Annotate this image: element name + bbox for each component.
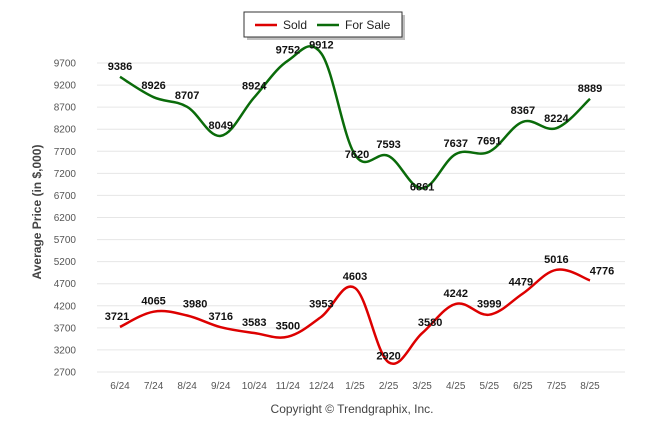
series-line-sold: [119, 268, 591, 366]
y-tick-label: 5700: [54, 235, 77, 246]
x-tick-label: 8/24: [177, 381, 197, 392]
y-tick-label: 2700: [54, 368, 77, 379]
data-label-sold: 4603: [343, 271, 367, 283]
x-tick-label: 1/25: [345, 381, 365, 392]
y-axis: 2700 3200 3700 4200 4700 5200 5700 6200 6700 7200…: [54, 59, 77, 379]
data-label-sold: 3500: [276, 321, 300, 333]
x-tick-label: 7/25: [547, 381, 567, 392]
data-label-sold: 4242: [443, 288, 467, 300]
x-tick-label: 2/25: [379, 381, 399, 392]
data-label-for-sale: 7593: [376, 139, 400, 151]
data-label-sold: 3999: [477, 299, 501, 311]
data-label-sold: 4065: [141, 296, 165, 308]
y-tick-label: 4700: [54, 279, 77, 290]
x-tick-label: 8/25: [580, 381, 600, 392]
data-label-sold: 4479: [509, 276, 533, 288]
data-label-for-sale: 8367: [511, 105, 535, 117]
series-lines: [119, 45, 591, 366]
x-tick-label: 3/25: [412, 381, 432, 392]
data-label-sold: 3580: [418, 317, 442, 329]
legend-item-for-sale[interactable]: For Sale: [317, 18, 391, 32]
data-label-for-sale: 8924: [242, 80, 267, 92]
y-tick-label: 4200: [54, 301, 77, 312]
y-tick-label: 6700: [54, 191, 77, 202]
legend-item-sold[interactable]: Sold: [255, 18, 307, 32]
y-tick-label: 7700: [54, 147, 77, 158]
legend-label-for-sale: For Sale: [345, 18, 391, 32]
y-tick-label: 5200: [54, 257, 77, 268]
legend[interactable]: Sold For Sale: [243, 11, 405, 40]
data-label-for-sale: 8707: [175, 90, 199, 102]
data-label-for-sale: 8926: [141, 80, 165, 92]
data-label-for-sale: 7691: [477, 136, 501, 148]
data-label-for-sale: 7620: [345, 149, 369, 161]
x-tick-label: 5/25: [480, 381, 500, 392]
data-label-for-sale: 6861: [410, 181, 434, 193]
legend-label-sold: Sold: [283, 18, 307, 32]
y-tick-label: 6200: [54, 213, 77, 224]
data-label-sold: 2920: [376, 350, 400, 362]
data-label-for-sale: 8889: [578, 83, 602, 95]
data-label-sold: 3716: [208, 311, 232, 323]
data-label-sold: 3980: [183, 298, 207, 310]
data-label-sold: 3721: [105, 311, 129, 323]
x-tick-label: 4/25: [446, 381, 466, 392]
data-label-for-sale: 7637: [443, 138, 467, 150]
data-label-for-sale: 8049: [208, 120, 232, 132]
grid: [97, 62, 625, 373]
data-label-for-sale: 9752: [276, 45, 300, 57]
copyright-text: Copyright © Trendgraphix, Inc.: [271, 402, 434, 416]
series-line-for-sale: [119, 45, 591, 190]
x-tick-label: 6/25: [513, 381, 533, 392]
data-label-for-sale: 8224: [544, 113, 569, 125]
x-tick-label: 6/24: [110, 381, 130, 392]
y-tick-label: 3200: [54, 345, 77, 356]
x-tick-label: 7/24: [144, 381, 164, 392]
y-tick-label: 7200: [54, 169, 77, 180]
x-tick-label: 12/24: [309, 381, 334, 392]
y-tick-label: 3700: [54, 323, 77, 334]
x-axis: 6/24 7/24 8/24 9/24 10/24 11/24 12/24 1/25 2/25 3…: [110, 381, 600, 392]
data-label-sold: 4776: [590, 265, 614, 277]
data-label-sold: 5016: [544, 254, 568, 266]
data-label-sold: 3953: [309, 299, 333, 311]
x-tick-label: 11/24: [276, 381, 301, 392]
data-label-sold: 3583: [242, 317, 266, 329]
y-tick-label: 8700: [54, 103, 77, 114]
x-tick-label: 10/24: [242, 381, 267, 392]
data-label-for-sale: 9912: [309, 40, 333, 52]
y-tick-label: 9700: [54, 59, 77, 70]
y-axis-title: Average Price (in $,000): [30, 145, 44, 280]
x-tick-label: 9/24: [211, 381, 231, 392]
y-tick-label: 8200: [54, 125, 77, 136]
data-label-for-sale: 9386: [108, 61, 132, 73]
y-tick-label: 9200: [54, 81, 77, 92]
